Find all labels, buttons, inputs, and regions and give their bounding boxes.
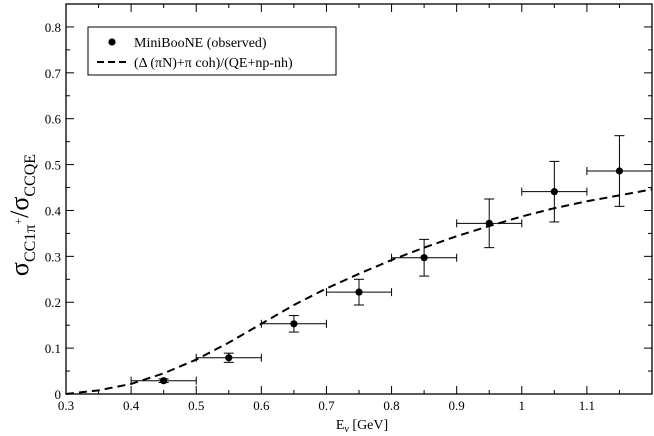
legend-entry-observed: MiniBooNE (observed) bbox=[134, 36, 267, 51]
x-tick-label: 0.8 bbox=[383, 398, 399, 413]
y-tick-label: 0.6 bbox=[45, 112, 62, 127]
data-point-observed bbox=[521, 160, 588, 223]
y-tick-label: 0.1 bbox=[45, 341, 61, 356]
legend-marker-observed bbox=[108, 38, 116, 46]
x-tick-label: 1 bbox=[519, 398, 526, 413]
x-axis-label-unit: [GeV] bbox=[349, 418, 388, 433]
x-tick-label: 0.3 bbox=[58, 398, 74, 413]
x-tick-label: 0.4 bbox=[123, 398, 140, 413]
y-axis-label-main: σ bbox=[5, 262, 34, 276]
x-axis-label-main: E bbox=[336, 418, 345, 433]
y-tick-label: 0.8 bbox=[45, 20, 61, 35]
data-marker bbox=[290, 320, 298, 328]
x-tick-label: 0.5 bbox=[188, 398, 204, 413]
y-tick-label: 0 bbox=[55, 387, 62, 402]
data-point-observed bbox=[391, 238, 458, 277]
data-point-observed bbox=[130, 376, 197, 385]
y-axis-label: σCC1π+/σCCQE bbox=[5, 154, 39, 276]
x-tick-label: 0.9 bbox=[449, 398, 465, 413]
data-marker bbox=[420, 254, 428, 262]
y-axis-label-den-sub: CCQE bbox=[22, 154, 39, 197]
data-marker bbox=[615, 167, 624, 175]
y-axis-label-slash: / bbox=[5, 210, 34, 218]
points-layer bbox=[130, 135, 653, 385]
ticks-layer: 0.3 0.4 0.5 0.6 0.7 0.8 0.9 1 1.1 0 0.1 0.2 0.3 0.4 0.… bbox=[45, 4, 652, 413]
y-tick-label: 0.7 bbox=[45, 66, 62, 81]
data-point-observed bbox=[586, 135, 653, 207]
x-tick-label: 1.1 bbox=[579, 398, 595, 413]
legend: MiniBooNE (observed) (Δ (πN)+π coh)/(QE+… bbox=[87, 26, 337, 76]
data-marker bbox=[485, 219, 493, 227]
legend-entry-prediction: (Δ (πN)+π coh)/(QE+np-nh) bbox=[134, 56, 293, 71]
x-axis-label: Eν [GeV] bbox=[336, 418, 388, 435]
legend-box bbox=[87, 26, 337, 76]
y-tick-label: 0.4 bbox=[45, 203, 62, 218]
data-marker bbox=[355, 288, 363, 296]
y-tick-label: 0.2 bbox=[45, 295, 61, 310]
x-tick-label: 0.7 bbox=[318, 398, 335, 413]
y-tick-label: 0.3 bbox=[45, 249, 61, 264]
x-axis-label-sub: ν bbox=[344, 424, 349, 435]
data-point-observed bbox=[260, 315, 327, 333]
x-tick-label: 0.6 bbox=[253, 398, 270, 413]
data-marker bbox=[225, 354, 233, 362]
data-point-observed bbox=[195, 352, 262, 363]
data-point-observed bbox=[325, 278, 393, 306]
data-marker bbox=[550, 188, 558, 196]
y-axis-label-den-main: σ bbox=[5, 197, 34, 211]
data-point-observed bbox=[456, 198, 523, 249]
data-marker bbox=[160, 377, 168, 385]
y-axis-label-num-sub: CC1π bbox=[22, 225, 39, 262]
plot-frame bbox=[65, 3, 653, 395]
y-tick-label: 0.5 bbox=[45, 158, 61, 173]
y-axis-label-num-sup: + bbox=[11, 218, 25, 225]
